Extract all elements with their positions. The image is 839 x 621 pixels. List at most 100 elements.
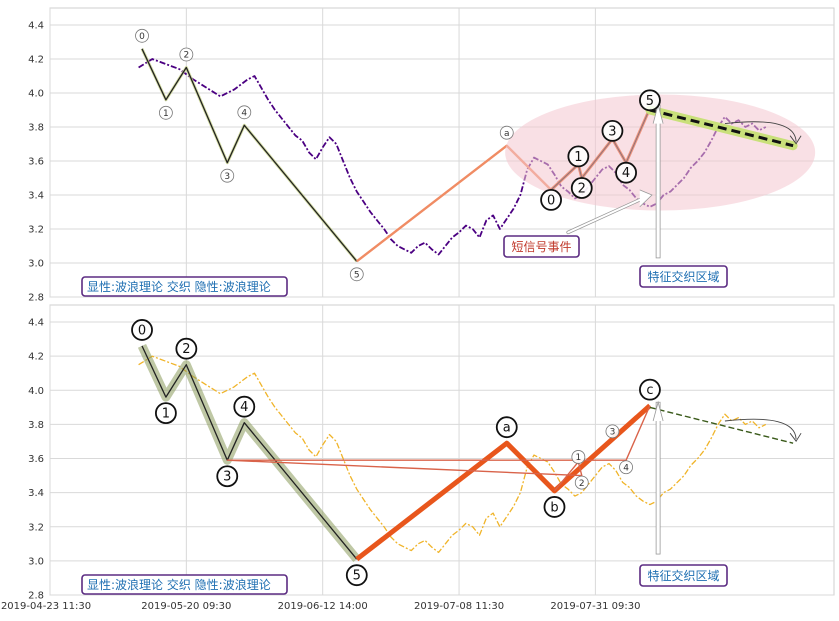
wave-label-text: 0 <box>139 32 145 42</box>
wave-label-circle <box>574 475 589 490</box>
wave-label-circle <box>495 416 518 439</box>
x-tick-label: 2019-05-20 09:30 <box>141 601 231 612</box>
wave-label-text: 2 <box>183 51 189 61</box>
wave-label-circle <box>220 168 235 183</box>
wave-text-box-label: 显性:波浪理论 交织 隐性:波浪理论 <box>87 577 271 592</box>
vertical-arrow-head <box>652 400 664 422</box>
y-tick-label: 2.8 <box>28 591 44 602</box>
y-tick-label: 3.4 <box>28 191 44 202</box>
y-tick-label: 3.6 <box>28 157 44 168</box>
wave-label-circle <box>570 177 593 199</box>
callout-box <box>639 564 728 587</box>
y-tick-label: 4.4 <box>28 318 44 329</box>
wave-label-text: 1 <box>575 453 581 463</box>
wave-label-circle <box>131 319 153 341</box>
y-tick-label: 3.2 <box>28 225 44 236</box>
forecast-line <box>649 108 794 148</box>
wave-label-circle <box>615 161 637 184</box>
short-signal-arrow-shaft <box>567 195 648 234</box>
wave-label-text: 3 <box>223 470 231 485</box>
wave-label-text: 2 <box>578 182 586 197</box>
wave-label-text: 5 <box>646 94 654 109</box>
wave-label-circle <box>158 105 173 120</box>
forecast-arc <box>724 418 797 440</box>
forecast-line <box>649 406 794 444</box>
y-tick-label: 4.2 <box>28 55 44 66</box>
wave-label-text: b <box>550 500 558 515</box>
y-tick-label: 2.8 <box>28 293 44 304</box>
vertical-arrow-shaft <box>655 104 661 259</box>
forecast-arc-head <box>789 135 802 145</box>
wave-label-circle <box>639 378 661 401</box>
y-tick-label: 3.8 <box>28 420 44 431</box>
wave-label-circle <box>567 145 590 168</box>
wave-label-text: 5 <box>354 271 360 281</box>
callout-text: 特征交织区域 <box>647 568 719 583</box>
wave-label-text: 4 <box>623 463 629 473</box>
wave-text-box <box>81 574 288 595</box>
callout-box <box>503 235 580 258</box>
wave-label-circle <box>543 496 566 518</box>
callout-text: 特征交织区域 <box>647 269 719 284</box>
wave-label-text: 2 <box>182 342 190 357</box>
wave-label-circle <box>179 47 194 62</box>
y-tick-label: 3.4 <box>28 488 44 499</box>
short-signal-arrow-head <box>639 189 653 208</box>
wave-label-text: 0 <box>547 193 555 208</box>
impulse-wave-line <box>141 345 358 560</box>
wave-label-circle <box>349 267 364 282</box>
plot-area <box>49 304 835 596</box>
forecast-arc-head <box>789 432 802 442</box>
corrective-wave-line <box>355 403 652 562</box>
wave-label-circle <box>233 395 256 418</box>
impulse-wave-line <box>141 48 358 262</box>
wave-text-box <box>81 276 288 297</box>
x-tick-label: 2019-07-08 11:30 <box>414 601 504 612</box>
wave-label-circle <box>237 105 252 120</box>
x-axis: 2019-04-23 11:30 2019-05-20 09:30 2019-06-… <box>1 601 641 612</box>
wave-label-text: 3 <box>224 172 230 182</box>
wave-label-text: 0 <box>138 323 146 338</box>
y-tick-label: 3.0 <box>28 259 44 270</box>
wave-label-circle <box>601 119 624 142</box>
wave-label-text: 3 <box>610 428 616 438</box>
wave-label-text: 1 <box>574 150 582 165</box>
top-panel: 2.8 3.0 3.2 3.4 3.6 3.8 4.0 4.2 4.4 0 1 2 3 4 5 a 0 1 2 3 4 5… <box>28 7 835 304</box>
wave-label-circle <box>135 28 149 43</box>
forecast-arc <box>724 121 797 142</box>
y-tick-label: 3.2 <box>28 522 44 533</box>
wave-label-circle <box>499 125 514 140</box>
wave-label-circle <box>175 337 198 360</box>
y-tick-label: 3.8 <box>28 123 44 134</box>
wave-label-text: 5 <box>353 569 361 584</box>
y-tick-label: 4.2 <box>28 352 44 363</box>
wave-label-text: 2 <box>579 479 585 489</box>
wave-label-circle <box>154 402 177 425</box>
wave-label-text: a <box>504 129 510 139</box>
x-tick-label: 2019-04-23 11:30 <box>1 601 91 612</box>
y-tick-label: 3.0 <box>28 556 44 567</box>
sub-wave-line <box>226 405 651 492</box>
wave-label-circle <box>216 465 239 488</box>
y-tick-label: 4.0 <box>28 386 44 397</box>
wave-label-text: 1 <box>162 407 170 422</box>
vertical-arrow-shaft <box>655 401 661 555</box>
price-series <box>138 355 767 554</box>
wave-label-circle <box>345 564 368 587</box>
wave-label-circle <box>571 450 586 464</box>
x-tick-label: 2019-07-31 09:30 <box>550 601 640 612</box>
wave-label-text: 4 <box>622 166 630 181</box>
wave-label-circle <box>605 424 620 439</box>
wave-label-circle <box>639 89 661 112</box>
y-tick-label: 4.0 <box>28 89 44 100</box>
callout-box <box>639 265 728 288</box>
wave-label-circle <box>540 188 562 211</box>
wave-text-box-label: 显性:波浪理论 交织 隐性:波浪理论 <box>87 279 271 294</box>
wave-label-text: 4 <box>240 400 248 415</box>
y-tick-label: 4.4 <box>28 21 44 32</box>
y-tick-label: 3.6 <box>28 454 44 465</box>
wave-label-text: c <box>646 383 653 398</box>
wave-label-text: 1 <box>163 109 169 119</box>
